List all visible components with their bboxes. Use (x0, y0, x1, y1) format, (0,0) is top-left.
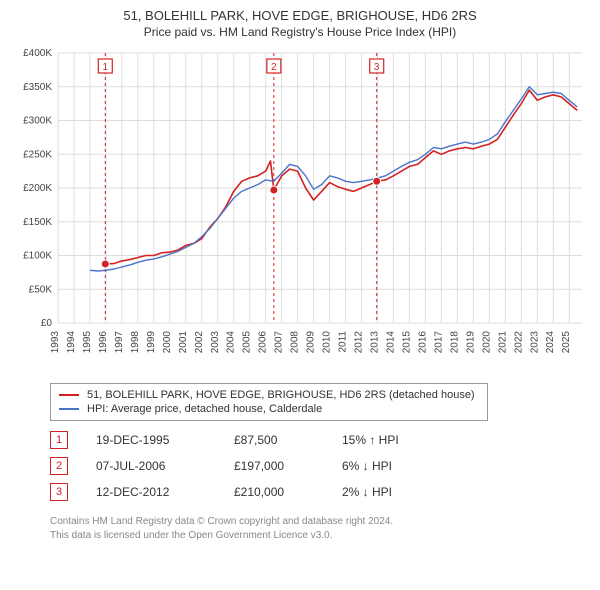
svg-text:2019: 2019 (465, 331, 476, 354)
svg-text:2018: 2018 (449, 331, 460, 354)
svg-text:2007: 2007 (274, 331, 285, 354)
svg-text:2025: 2025 (561, 331, 572, 354)
svg-text:1995: 1995 (82, 331, 93, 354)
legend-swatch (59, 408, 79, 410)
svg-text:£100K: £100K (23, 251, 52, 262)
svg-text:2015: 2015 (401, 331, 412, 354)
svg-text:2021: 2021 (497, 331, 508, 354)
svg-text:2006: 2006 (258, 331, 269, 354)
svg-text:£0: £0 (41, 318, 53, 329)
svg-text:3: 3 (374, 62, 380, 73)
svg-text:2012: 2012 (354, 331, 365, 354)
chart-subtitle: Price paid vs. HM Land Registry's House … (12, 25, 588, 39)
svg-text:2011: 2011 (338, 331, 349, 353)
svg-text:2023: 2023 (529, 331, 540, 354)
svg-text:2009: 2009 (306, 331, 317, 354)
svg-text:2016: 2016 (417, 331, 428, 354)
svg-text:1997: 1997 (114, 331, 125, 354)
transaction-price: £197,000 (234, 459, 314, 473)
svg-text:2020: 2020 (481, 331, 492, 354)
chart-plot: £0 £50K £100K £150K £200K £250K £300K £350K £400… (12, 45, 588, 375)
svg-text:2017: 2017 (433, 331, 444, 354)
svg-text:1998: 1998 (130, 331, 141, 354)
svg-text:£200K: £200K (23, 183, 52, 194)
transaction-date: 12-DEC-2012 (96, 485, 206, 499)
svg-text:£250K: £250K (23, 149, 52, 160)
footer-text: Contains HM Land Registry data © Crown c… (50, 515, 588, 542)
legend-item: HPI: Average price, detached house, Cald… (59, 402, 479, 416)
svg-text:2002: 2002 (194, 331, 205, 354)
svg-text:£300K: £300K (23, 116, 52, 127)
transaction-date: 19-DEC-1995 (96, 433, 206, 447)
svg-text:£50K: £50K (29, 284, 53, 295)
transaction-marker: 1 (50, 431, 68, 449)
transaction-price: £87,500 (234, 433, 314, 447)
svg-text:2024: 2024 (545, 331, 556, 354)
transaction-row: 2 07-JUL-2006 £197,000 6% ↓ HPI (50, 453, 588, 479)
svg-text:2: 2 (271, 62, 277, 73)
svg-text:2005: 2005 (242, 331, 253, 354)
transactions-table: 1 19-DEC-1995 £87,500 15% ↑ HPI 2 07-JUL-2006… (50, 427, 588, 505)
transaction-marker: 3 (50, 483, 68, 501)
svg-text:£400K: £400K (23, 48, 52, 59)
svg-text:2013: 2013 (370, 331, 381, 354)
svg-text:2022: 2022 (513, 331, 524, 354)
legend-item: 51, BOLEHILL PARK, HOVE EDGE, BRIGHOUSE,… (59, 388, 479, 402)
transaction-row: 1 19-DEC-1995 £87,500 15% ↑ HPI (50, 427, 588, 453)
line-chart-svg: £0 £50K £100K £150K £200K £250K £300K £350K £400… (12, 45, 588, 375)
transaction-pct: 15% ↑ HPI (342, 433, 442, 447)
svg-text:2008: 2008 (290, 331, 301, 354)
transaction-pct: 2% ↓ HPI (342, 485, 442, 499)
svg-text:2001: 2001 (178, 331, 189, 354)
svg-text:£350K: £350K (23, 82, 52, 93)
transaction-pct: 6% ↓ HPI (342, 459, 442, 473)
chart-container: 51, BOLEHILL PARK, HOVE EDGE, BRIGHOUSE,… (0, 0, 600, 550)
svg-text:2010: 2010 (322, 331, 333, 354)
transaction-price: £210,000 (234, 485, 314, 499)
svg-text:1994: 1994 (66, 331, 77, 354)
legend-label: HPI: Average price, detached house, Cald… (87, 403, 322, 415)
svg-text:2000: 2000 (162, 331, 173, 354)
svg-text:£150K: £150K (23, 217, 52, 228)
svg-text:1: 1 (103, 62, 109, 73)
footer-line-1: Contains HM Land Registry data © Crown c… (50, 515, 588, 529)
transaction-row: 3 12-DEC-2012 £210,000 2% ↓ HPI (50, 479, 588, 505)
svg-text:2014: 2014 (385, 331, 396, 354)
legend-label: 51, BOLEHILL PARK, HOVE EDGE, BRIGHOUSE,… (87, 389, 475, 401)
svg-text:2004: 2004 (226, 331, 237, 354)
transaction-marker: 2 (50, 457, 68, 475)
svg-text:1993: 1993 (50, 331, 61, 354)
svg-text:2003: 2003 (210, 331, 221, 354)
svg-text:1996: 1996 (98, 331, 109, 354)
transaction-date: 07-JUL-2006 (96, 459, 206, 473)
chart-title: 51, BOLEHILL PARK, HOVE EDGE, BRIGHOUSE,… (12, 8, 588, 23)
svg-text:1999: 1999 (146, 331, 157, 354)
legend-swatch (59, 394, 79, 396)
footer-line-2: This data is licensed under the Open Gov… (50, 529, 588, 543)
legend: 51, BOLEHILL PARK, HOVE EDGE, BRIGHOUSE,… (50, 383, 488, 421)
